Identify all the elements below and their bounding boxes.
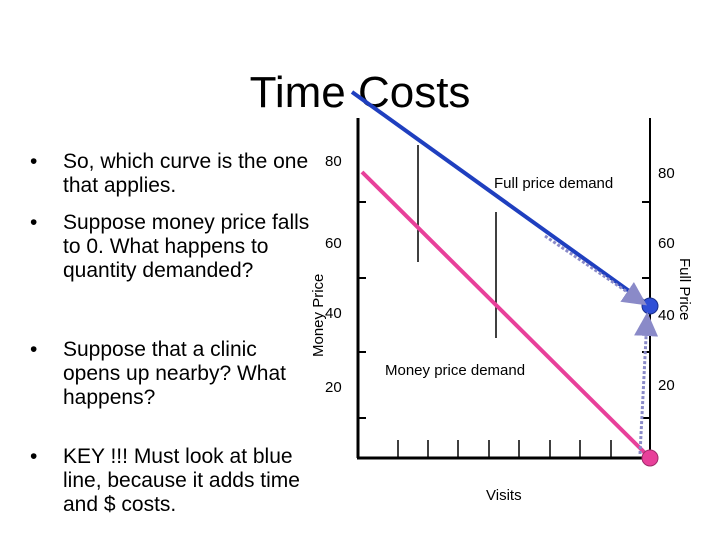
- bullet-dot: •: [30, 211, 38, 234]
- full-price-demand-line: [350, 90, 652, 308]
- bullet-dot: •: [30, 445, 38, 468]
- money-price-demand-line: [360, 170, 652, 460]
- y-tick-label-right: 60: [658, 235, 675, 252]
- y-axis-left-title: Money Price: [310, 274, 327, 357]
- slide-title: Time Costs: [249, 68, 471, 117]
- shift-arrow: [544, 234, 647, 306]
- bullet-text: Suppose money price falls to 0. What hap…: [63, 211, 310, 282]
- bullet-dot: •: [30, 338, 38, 361]
- bullet-item: • So, which curve is the one that applie…: [30, 150, 310, 198]
- full-price-endpoint-dot: [641, 297, 659, 315]
- bullet-dot: •: [30, 150, 38, 173]
- bullet-text: Suppose that a clinic opens up nearby? W…: [63, 338, 286, 409]
- y-tick-label-left: 20: [325, 379, 342, 396]
- y-tick-label-left: 60: [325, 235, 342, 252]
- bullet-text: KEY !!! Must look at blue line, because …: [63, 445, 300, 516]
- bullet-item: • Suppose that a clinic opens up nearby?…: [30, 338, 310, 410]
- y-tick-label-right: 40: [658, 307, 675, 324]
- shift-arrow: [634, 312, 659, 455]
- y-axis-right-title: Full Price: [676, 258, 693, 321]
- x-axis-title: Visits: [486, 487, 522, 504]
- bullet-text: So, which curve is the one that applies.: [63, 150, 309, 197]
- bullet-item: • Suppose money price falls to 0. What h…: [30, 211, 310, 283]
- y-tick-label-right: 20: [658, 377, 675, 394]
- y-tick-label-right: 80: [658, 165, 675, 182]
- y-tick-label-left: 80: [325, 153, 342, 170]
- series-label-full-price: Full price demand: [494, 175, 613, 192]
- money-price-endpoint-dot: [641, 449, 659, 467]
- y-tick-label-left: 40: [325, 305, 342, 322]
- series-label-money-price: Money price demand: [385, 362, 525, 379]
- bullet-item: • KEY !!! Must look at blue line, becaus…: [30, 445, 310, 517]
